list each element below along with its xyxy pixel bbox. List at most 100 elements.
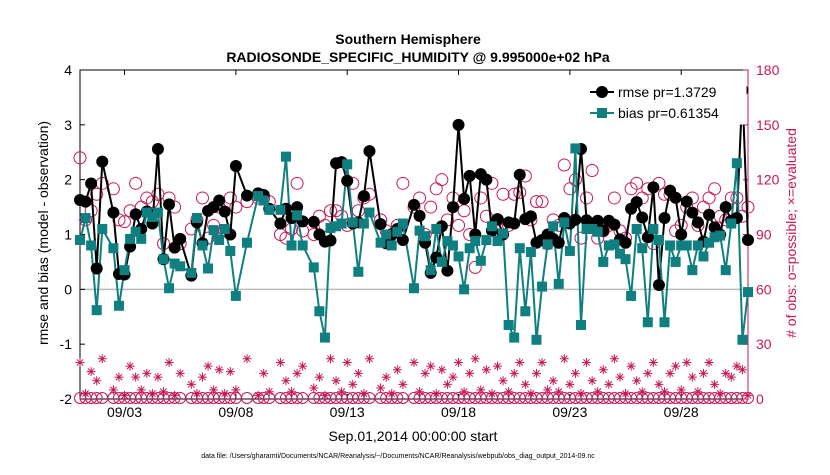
- obs-evaluated-point: [242, 354, 252, 364]
- bias-point: [225, 245, 236, 256]
- rmse-point: [363, 145, 376, 158]
- y-tick-label-left: 3: [64, 117, 72, 133]
- chart-title-line2: RADIOSONDE_SPECIFIC_HUMIDITY @ 9.995000e…: [226, 49, 610, 65]
- bias-point: [559, 217, 570, 228]
- y-tick-label-right: 150: [756, 117, 780, 133]
- obs-evaluated-point: [326, 354, 335, 364]
- rmse-point: [608, 218, 621, 231]
- bias-point: [292, 210, 303, 221]
- bias-point: [459, 284, 470, 295]
- obs-evaluated-point: [548, 376, 558, 386]
- x-tick-label: 09/18: [441, 404, 476, 420]
- obs-possible-point: [513, 185, 527, 199]
- obs-evaluated-point: [526, 389, 536, 399]
- obs-evaluated-point: [470, 354, 480, 364]
- bias-point: [665, 240, 676, 251]
- bias-point: [308, 262, 319, 273]
- obs-possible-point: [529, 195, 543, 209]
- rmse-point: [396, 233, 409, 246]
- y-tick-label-right: 30: [756, 336, 772, 352]
- bias-point: [152, 207, 163, 218]
- rmse-point: [669, 191, 682, 204]
- bias-point: [525, 247, 536, 258]
- plot-area: 09/03 09/08 09/13 09/18 09/23 09/28 -2 -1 0 1 2 3 4 0…: [60, 62, 780, 420]
- obs-evaluated-point: [715, 389, 725, 399]
- bias-point: [191, 213, 202, 224]
- bias-point: [486, 221, 497, 232]
- obs-evaluated-point: [298, 361, 308, 371]
- bias-point: [125, 233, 136, 244]
- rmse-point: [129, 208, 142, 221]
- obs-evaluated-point: [737, 365, 747, 375]
- obs-evaluated-point: [743, 390, 753, 400]
- obs-evaluated-point: [331, 376, 341, 386]
- obs-evaluated-point: [275, 357, 285, 367]
- y-tick-label-left: 0: [64, 281, 72, 297]
- obs-evaluated-point: [320, 390, 330, 400]
- legend: rmse pr=1.3729 bias pr=0.61354: [585, 79, 747, 125]
- rmse-point: [719, 201, 732, 214]
- obs-possible-point: [507, 187, 521, 201]
- obs-evaluated-point: [598, 365, 608, 375]
- obs-evaluated-point: [186, 379, 196, 389]
- obs-evaluated-point: [259, 368, 269, 378]
- x-tick-label: 09/08: [218, 404, 253, 420]
- obs-evaluated-point: [732, 361, 742, 371]
- x-axis-label: Sep.01,2014 00:00:00 start: [329, 428, 498, 444]
- rmse-point: [441, 264, 454, 277]
- bias-point: [564, 245, 575, 256]
- x-tick-label: 09/13: [330, 404, 365, 420]
- obs-evaluated-point: [225, 367, 235, 377]
- bias-point: [258, 195, 269, 206]
- obs-evaluated-point: [531, 368, 541, 378]
- bias-point: [219, 224, 230, 235]
- bias-point: [509, 332, 520, 343]
- obs-possible-point: [496, 187, 510, 201]
- bias-point: [353, 266, 364, 277]
- obs-baseline-point: [291, 392, 304, 404]
- rmse-point: [229, 159, 242, 172]
- obs-baseline-point: [257, 392, 270, 404]
- rmse-point: [463, 169, 476, 182]
- obs-evaluated-point: [92, 376, 102, 386]
- obs-evaluated-point: [654, 379, 664, 389]
- bias-point: [397, 218, 408, 229]
- bias-point: [425, 265, 436, 276]
- obs-possible-point: [396, 176, 410, 190]
- obs-evaluated-point: [364, 354, 374, 364]
- bias-point: [336, 218, 347, 229]
- obs-evaluated-point: [214, 365, 224, 375]
- obs-evaluated-point: [648, 357, 658, 367]
- rmse-point: [341, 174, 354, 187]
- bias-point: [670, 256, 681, 267]
- bias-point: [470, 236, 481, 247]
- bias-point: [531, 334, 542, 345]
- obs-baseline-point: [168, 392, 181, 404]
- obs-evaluated-point: [559, 354, 569, 364]
- obs-evaluated-point: [114, 372, 124, 382]
- bias-point: [726, 218, 737, 229]
- obs-evaluated-point: [504, 387, 514, 397]
- obs-evaluated-point: [292, 368, 302, 378]
- obs-evaluated-point: [281, 376, 291, 386]
- obs-evaluated-point: [593, 387, 603, 397]
- obs-evaluated-point: [487, 389, 497, 399]
- bias-point: [319, 332, 330, 343]
- obs-evaluated-point: [342, 357, 352, 367]
- obs-possible-point: [118, 215, 132, 229]
- obs-evaluated-point: [643, 368, 653, 378]
- y-tick-label-right: 90: [756, 227, 772, 243]
- obs-evaluated-point: [75, 357, 85, 367]
- rmse-point: [218, 205, 231, 218]
- legend-rmse-label: rmse pr=1.3729: [618, 84, 717, 100]
- rmse-point: [274, 217, 287, 230]
- rmse-point: [658, 212, 671, 225]
- rmse-point: [686, 206, 699, 219]
- obs-baseline-point: [391, 392, 404, 404]
- bias-point: [164, 283, 175, 294]
- obs-evaluated-point: [209, 385, 219, 395]
- rmse-point: [619, 236, 632, 249]
- bias-point: [80, 213, 91, 224]
- bias-point: [136, 233, 147, 244]
- obs-evaluated-point: [582, 357, 592, 367]
